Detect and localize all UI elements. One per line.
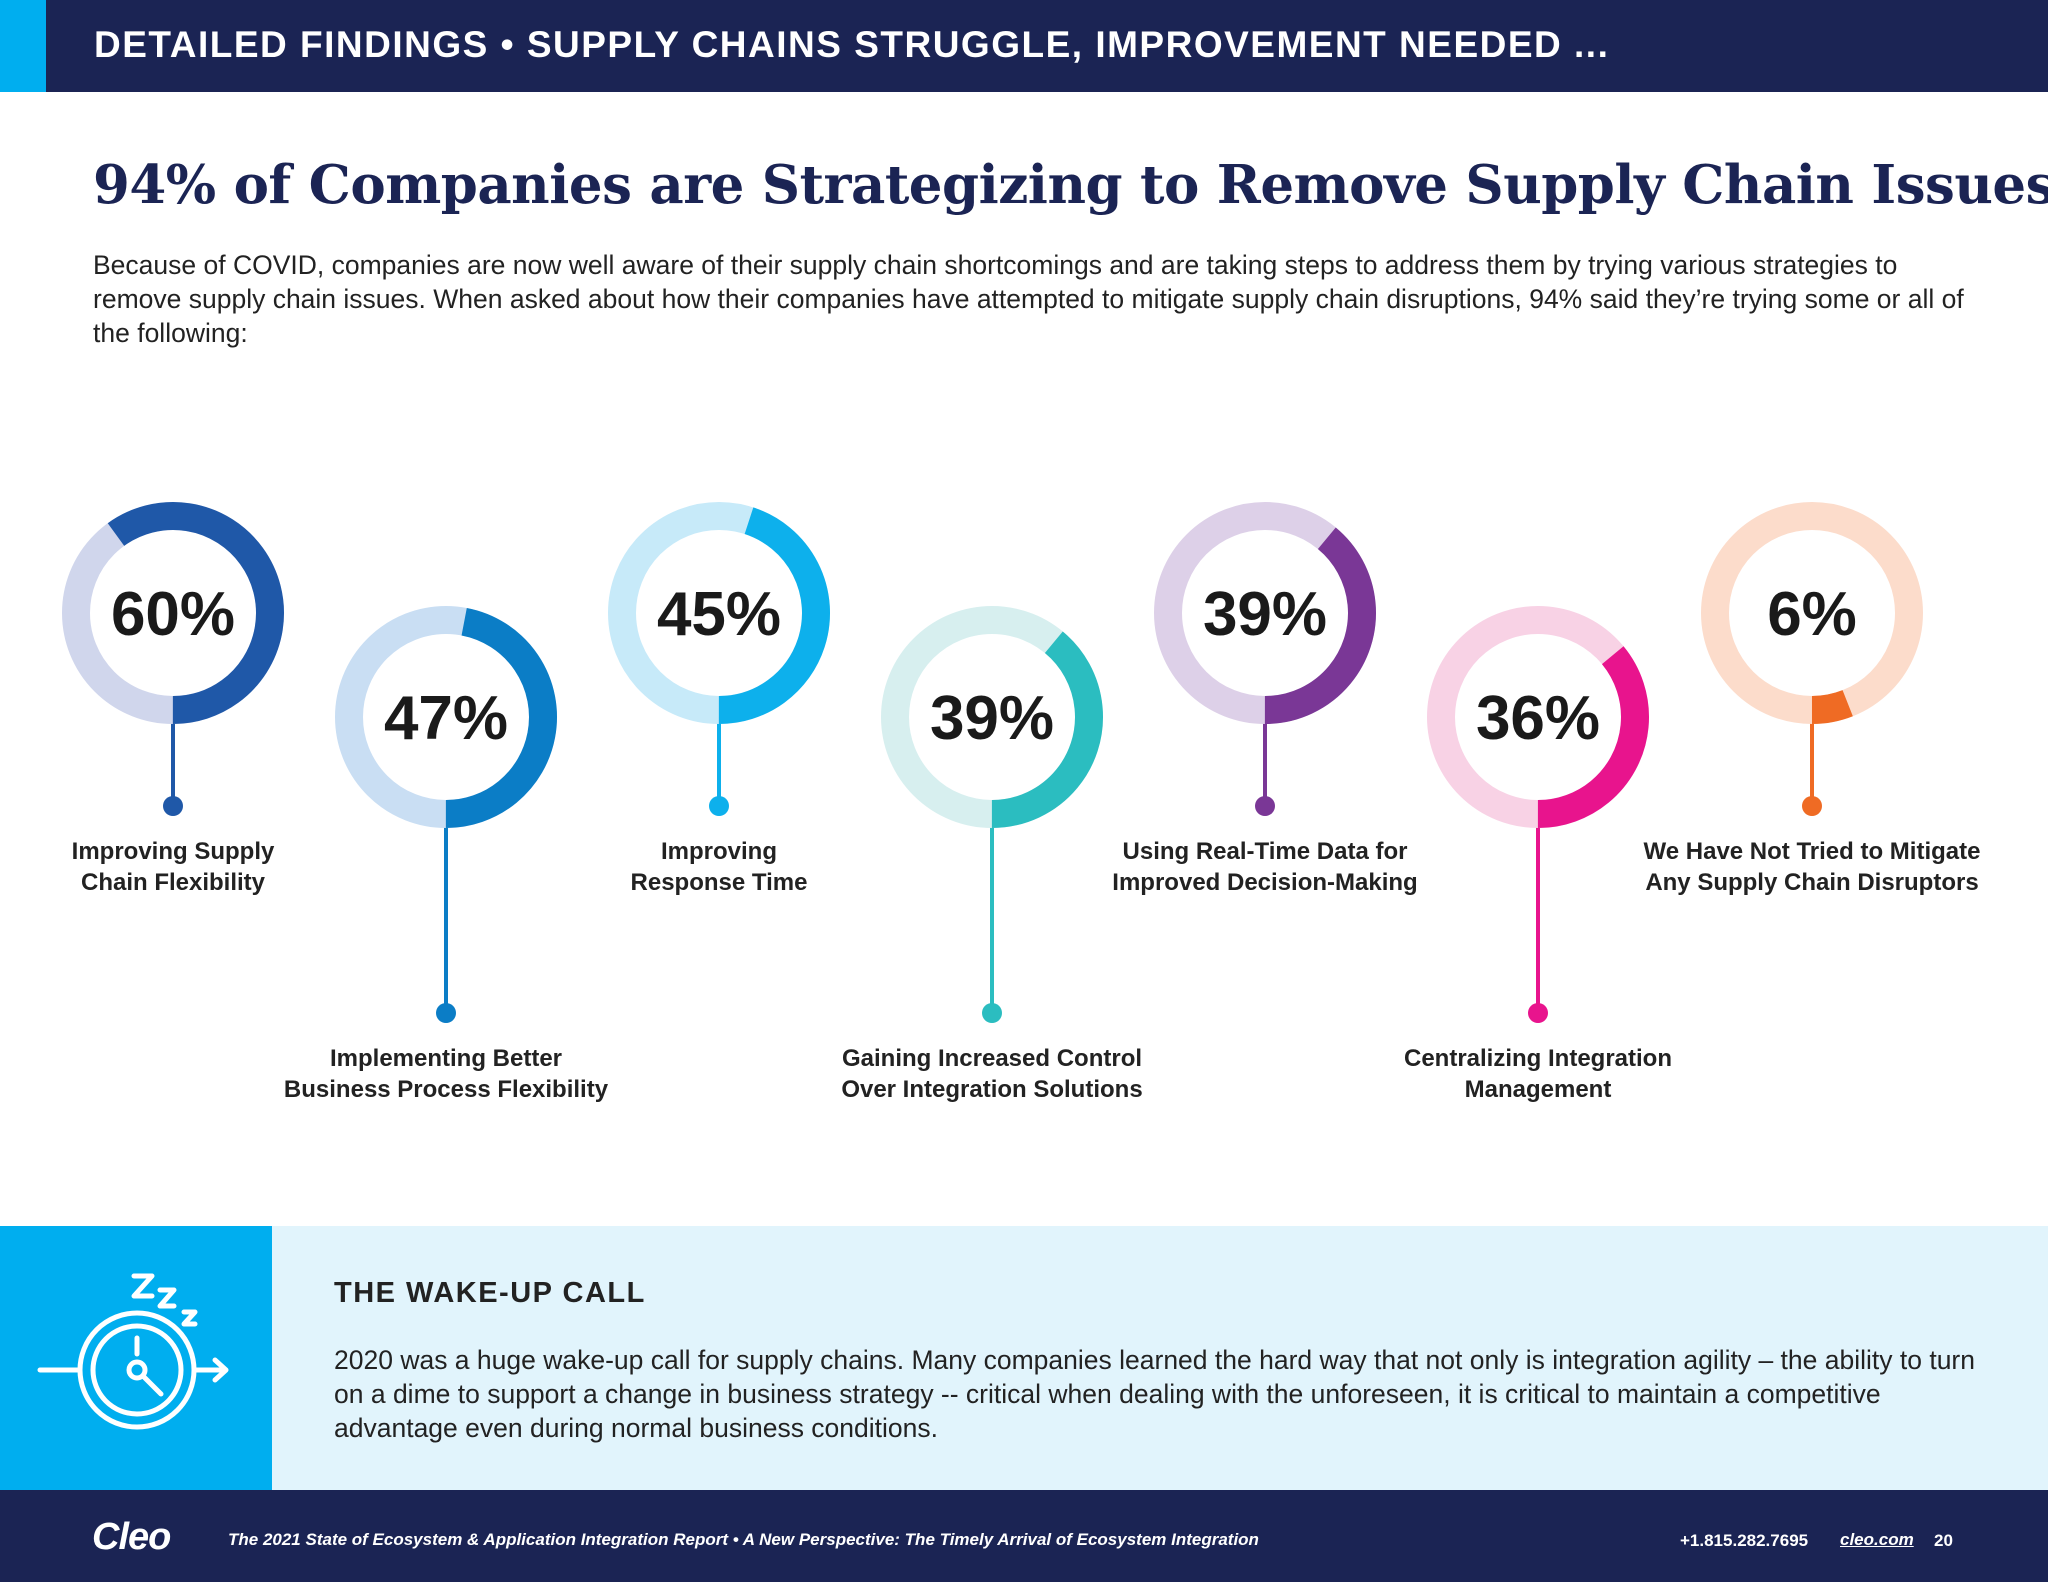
donut-stem-dot: [1255, 796, 1275, 816]
donut-stem-dot: [709, 796, 729, 816]
donut-stem-dot: [436, 1003, 456, 1023]
donut-label-line2: Management: [1464, 1076, 1612, 1103]
donut-label-line1: Improving: [660, 838, 777, 865]
donut-label: Centralizing Integration Management: [1358, 1043, 1718, 1105]
header-bar: [0, 0, 2048, 92]
donut-7: 6%: [1701, 502, 1923, 816]
footer-phone[interactable]: +1.815.282.7695: [1680, 1531, 1809, 1550]
intro-paragraph: Because of COVID, companies are now well…: [93, 250, 1964, 348]
donut-percent: 47%: [384, 684, 508, 753]
donut-label: Improving Response Time: [539, 836, 899, 898]
donut-label-line1: Using Real-Time Data for: [1122, 838, 1408, 865]
donut-label-line1: Implementing Better: [329, 1045, 563, 1072]
wake-up-text: 2020 was a huge wake-up call for supply …: [334, 1345, 1975, 1443]
donut-chart: 60% 47% 45% 39% 39% 36% 6%: [62, 502, 1923, 1023]
donut-label: Implementing Better Business Process Flex…: [266, 1043, 626, 1105]
donut-value-arc: [335, 606, 557, 828]
clock-snooze-icon: [37, 1273, 229, 1430]
donut-6: 36%: [1427, 605, 1649, 1023]
donut-percent: 45%: [657, 580, 781, 649]
donut-label: Improving Supply Chain Flexibility: [0, 836, 353, 898]
donut-label: Using Real-Time Data for Improved Decisio…: [1085, 836, 1445, 898]
cleo-logo: Cleo: [92, 1516, 171, 1558]
page-number: 20: [1934, 1531, 1953, 1550]
donut-label-line2: Business Process Flexibility: [283, 1076, 609, 1103]
donut-5: 39%: [1154, 502, 1376, 816]
donut-percent: 36%: [1476, 684, 1600, 753]
donut-value-arc: [608, 502, 830, 724]
donut-stem-dot: [163, 796, 183, 816]
wake-icon-box: [0, 1226, 272, 1490]
header-accent: [0, 0, 46, 92]
donut-percent: 6%: [1767, 580, 1857, 649]
donut-2: 47%: [335, 606, 557, 1023]
donut-label: Gaining Increased Control Over Integratio…: [812, 1043, 1172, 1105]
donut-stem-dot: [982, 1003, 1002, 1023]
donut-stem-dot: [1528, 1003, 1548, 1023]
donut-label: We Have Not Tried to Mitigate Any Supply …: [1632, 836, 1992, 898]
donut-percent: 39%: [1203, 580, 1327, 649]
page-headline: 94% of Companies are Strategizing to Rem…: [93, 154, 2048, 216]
donut-label-line1: Gaining Increased Control: [841, 1045, 1143, 1072]
footer-report-title: The 2021 State of Ecosystem & Applicatio…: [228, 1530, 1259, 1549]
donut-label-line2: Any Supply Chain Disruptors: [1645, 869, 1979, 896]
donut-percent: 39%: [930, 684, 1054, 753]
donut-label-line2: Improved Decision-Making: [1112, 869, 1418, 896]
donut-4: 39%: [881, 606, 1103, 1023]
donut-label-line2: Response Time: [630, 869, 808, 896]
footer-website-link[interactable]: cleo.com: [1840, 1530, 1914, 1549]
wake-up-title: THE WAKE-UP CALL: [334, 1277, 646, 1309]
footer-bar: [0, 1490, 2048, 1582]
donut-percent: 60%: [111, 580, 235, 649]
donut-label-line1: We Have Not Tried to Mitigate: [1643, 838, 1981, 865]
donut-3: 45%: [608, 502, 830, 816]
donut-label-line2: Chain Flexibility: [80, 869, 266, 896]
donut-value-arc: [62, 502, 284, 724]
donut-label-line1: Improving Supply: [71, 838, 275, 865]
donut-stem-dot: [1802, 796, 1822, 816]
section-title: DETAILED FINDINGS • SUPPLY CHAINS STRUGG…: [94, 24, 1610, 65]
donut-label-line1: Centralizing Integration: [1403, 1045, 1672, 1072]
donut-1: 60%: [62, 502, 284, 816]
donut-label-line2: Over Integration Solutions: [841, 1076, 1143, 1103]
wake-up-panel: [0, 1226, 2048, 1490]
